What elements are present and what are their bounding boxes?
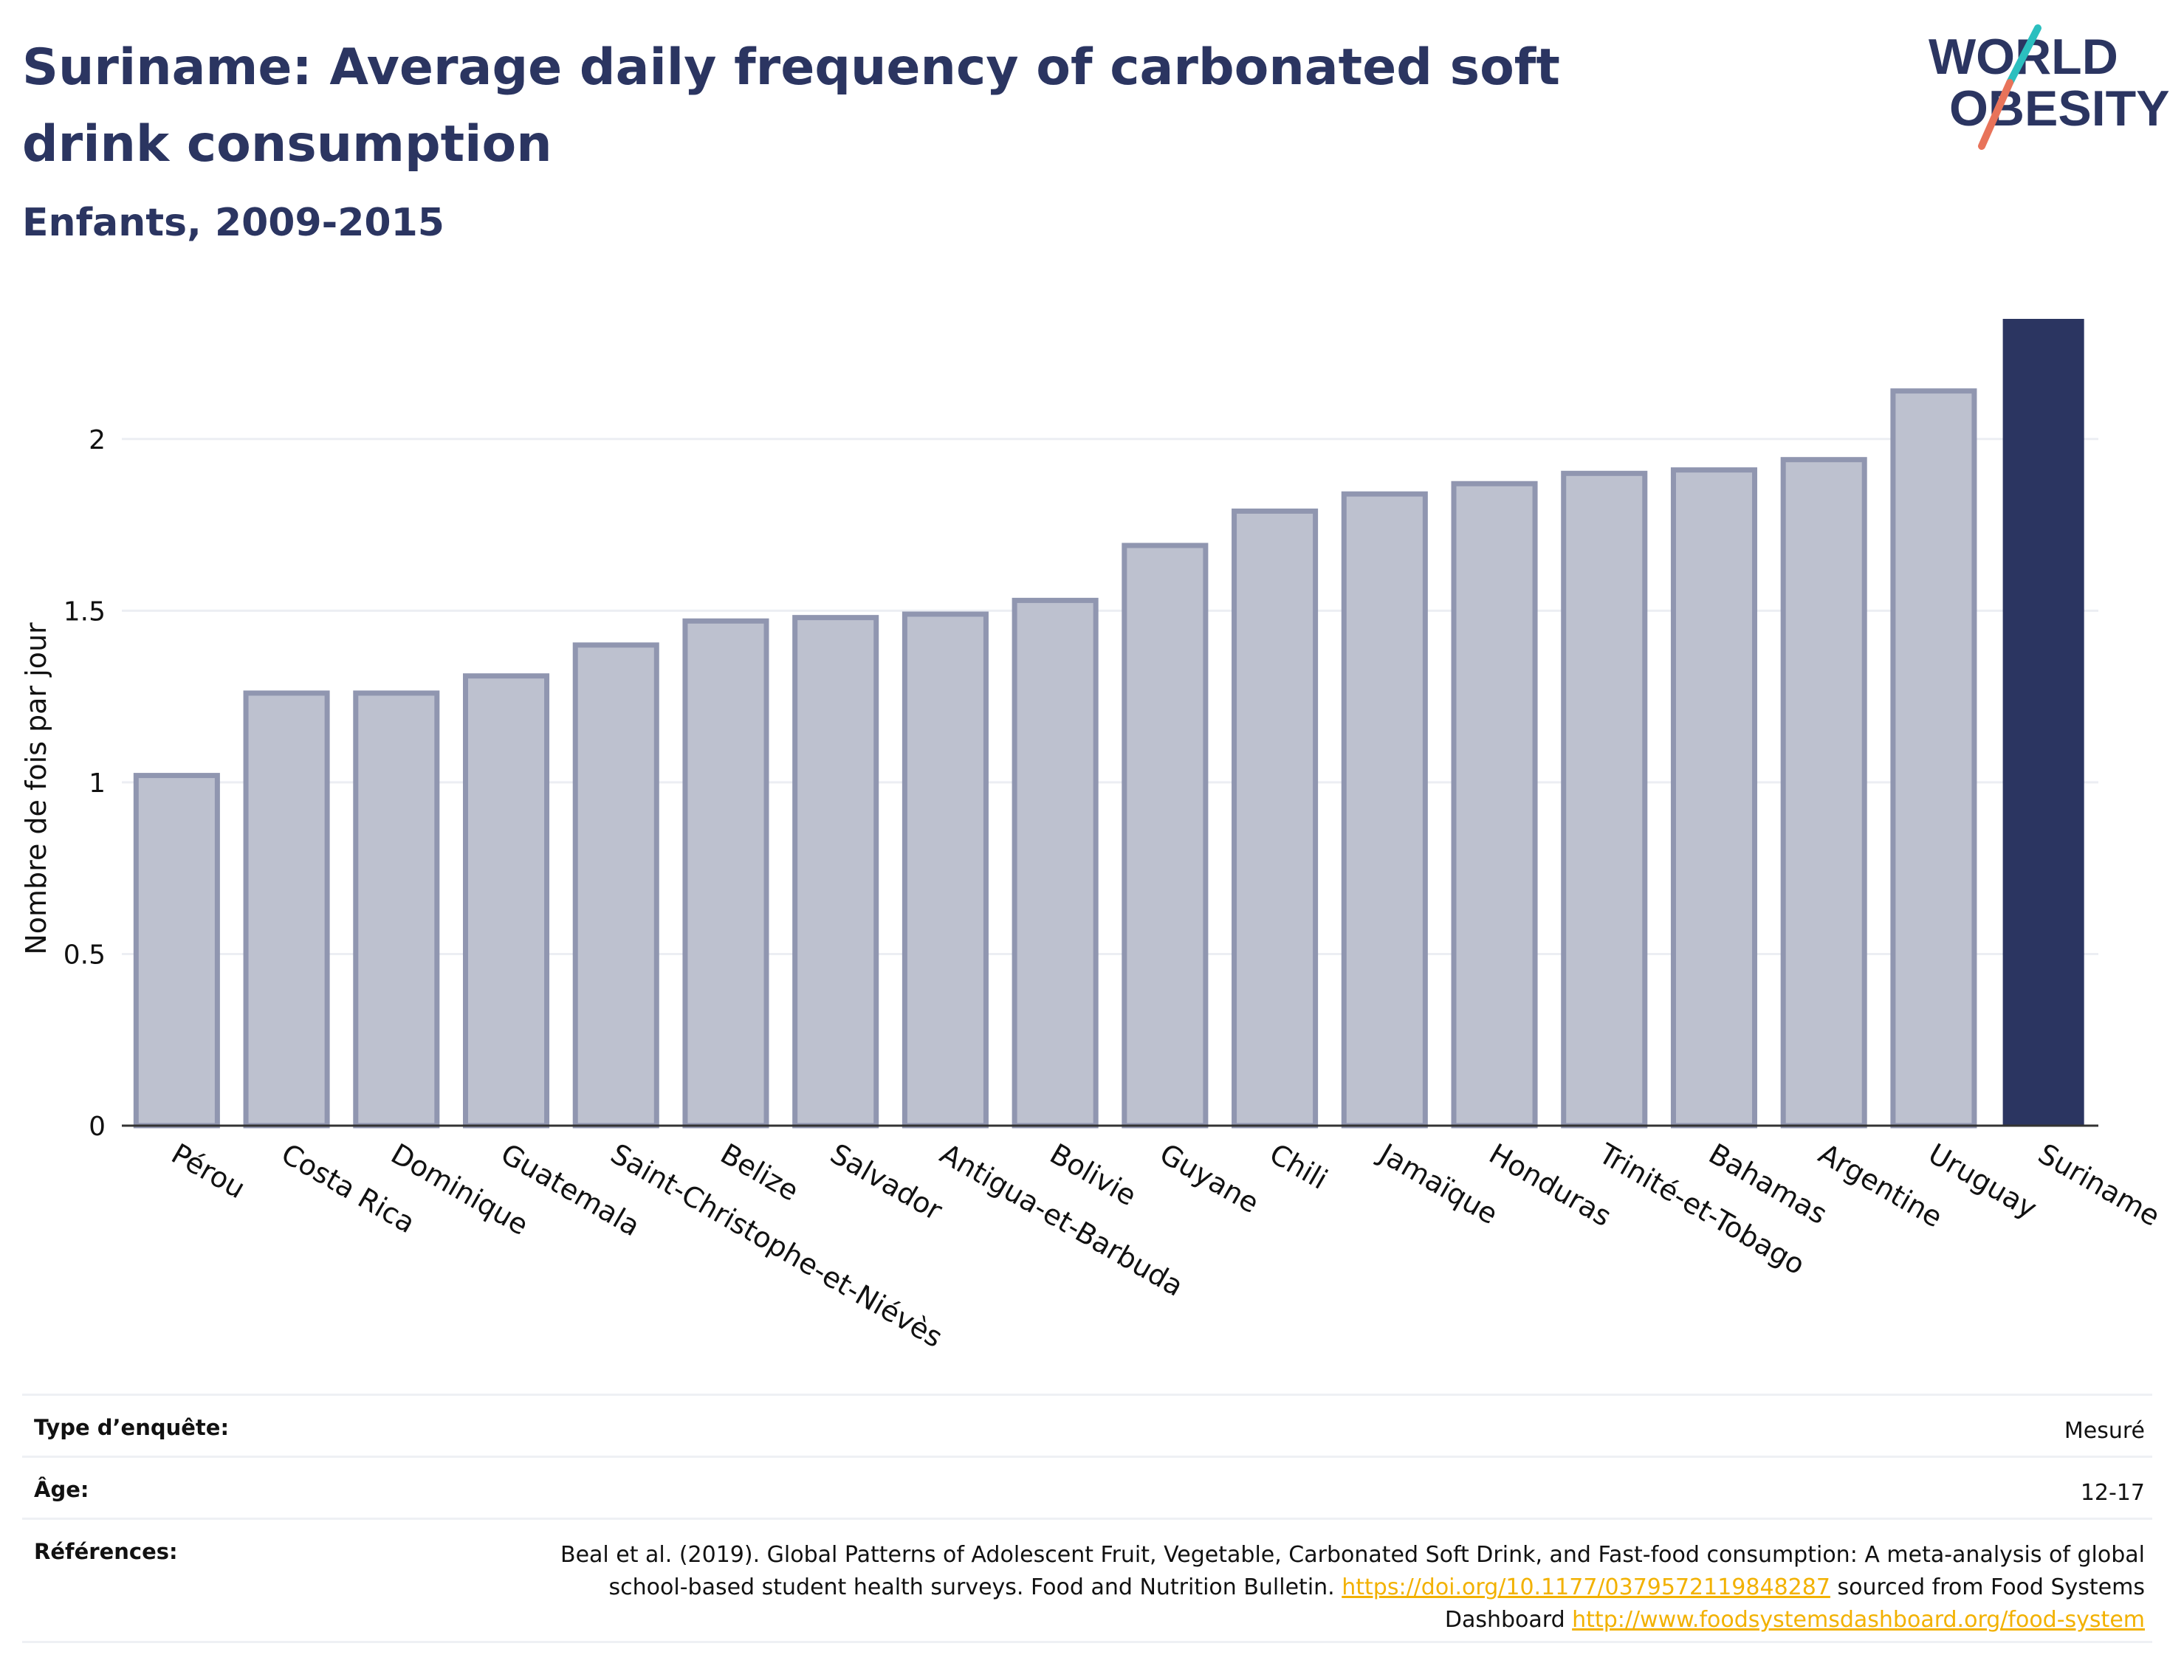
food-systems-link[interactable]: http://www.foodsystemsdashboard.org/food…	[1572, 1607, 2145, 1633]
references-row: Références: Beal et al. (2019). Global P…	[22, 1518, 2152, 1643]
x-tick-label: Jamaïque	[1373, 1137, 1503, 1231]
bar-suriname	[2002, 319, 2084, 1126]
gridlines	[122, 438, 2098, 955]
y-tick-label: 0.5	[63, 940, 106, 970]
bar-bolivie	[1012, 597, 1099, 1129]
y-tick-label: 1	[89, 768, 106, 799]
bar-costa-rica	[243, 690, 330, 1129]
chart-title: Suriname: Average daily frequency of car…	[22, 38, 1560, 173]
bar-guatemala	[463, 673, 550, 1129]
age-label: Âge:	[34, 1477, 89, 1502]
bar-saint-christophe-et-ni-v-s	[572, 642, 659, 1129]
logo-line2: OBESITY	[1949, 80, 2170, 137]
y-tick-label: 2	[89, 425, 106, 455]
x-tick-labels: Pérou Costa RicaDominiqueGuatemalaSaint-C…	[166, 1137, 2166, 1354]
survey-type-value: Mesuré	[2064, 1418, 2145, 1444]
x-tick-label: Argentine	[1813, 1137, 1948, 1234]
age-row: Âge: 12-17	[22, 1456, 2152, 1518]
reference-text-1: Beal et al. (2019). Global Patterns of A…	[560, 1542, 2145, 1600]
y-tick-label: 1.5	[63, 596, 106, 627]
world-obesity-logo: WORLD OBESITY	[1929, 24, 2170, 150]
bar-trinit-et-tobago	[1561, 470, 1648, 1129]
survey-type-row: Type d’enquête: Mesuré	[22, 1394, 2152, 1456]
y-axis-label: Nombre de fois par jour	[20, 622, 52, 955]
bars	[133, 319, 2084, 1129]
bar-chili	[1232, 508, 1319, 1129]
x-tick-label: Trinité-et-Tobago	[1593, 1137, 1810, 1281]
bar-p-rou	[133, 773, 220, 1129]
reference-text-2: sourced from Food Systems Dashboard	[1444, 1574, 2145, 1633]
x-tick-label: Chili	[1264, 1137, 1333, 1196]
x-tick-label: Guyane	[1154, 1137, 1264, 1219]
bar-jama-que	[1341, 491, 1428, 1129]
x-tick-label: Pérou	[166, 1137, 251, 1205]
bar-belize	[682, 618, 769, 1129]
bar-guyane	[1122, 543, 1209, 1129]
bar-dominique	[353, 690, 440, 1129]
x-tick-label: Salvador	[825, 1137, 948, 1228]
x-tick-label: Honduras	[1484, 1137, 1617, 1233]
info-table: Type d’enquête: Mesuré Âge: 12-17 Référe…	[22, 1394, 2152, 1643]
y-ticks: 0 0.5 1 1.5 2	[63, 425, 106, 1142]
x-tick-label: Belize	[715, 1137, 804, 1208]
bar-bahamas	[1670, 467, 1757, 1129]
references-value: Beal et al. (2019). Global Patterns of A…	[484, 1539, 2145, 1636]
bar-salvador	[792, 615, 879, 1129]
x-tick-label: Suriname	[2033, 1137, 2166, 1233]
chart-subtitle: Enfants, 2009-2015	[22, 201, 444, 245]
logo-slash-teal	[2006, 24, 2042, 86]
age-value: 12-17	[2080, 1480, 2145, 1506]
references-label: Références:	[34, 1539, 178, 1564]
doi-link[interactable]: https://doi.org/10.1177/0379572119848287	[1342, 1574, 1830, 1600]
bar-chart: 0 0.5 1 1.5 2 Pérou Costa RicaDominiqueGuatem…	[20, 319, 2166, 1354]
bar-honduras	[1451, 481, 1538, 1129]
y-tick-label: 0	[89, 1112, 106, 1142]
bar-argentine	[1780, 457, 1867, 1129]
bar-antigua-et-barbuda	[902, 611, 989, 1129]
survey-type-label: Type d’enquête:	[34, 1415, 230, 1440]
bar-uruguay	[1890, 388, 1977, 1129]
logo-slash-coral	[1978, 79, 2013, 150]
